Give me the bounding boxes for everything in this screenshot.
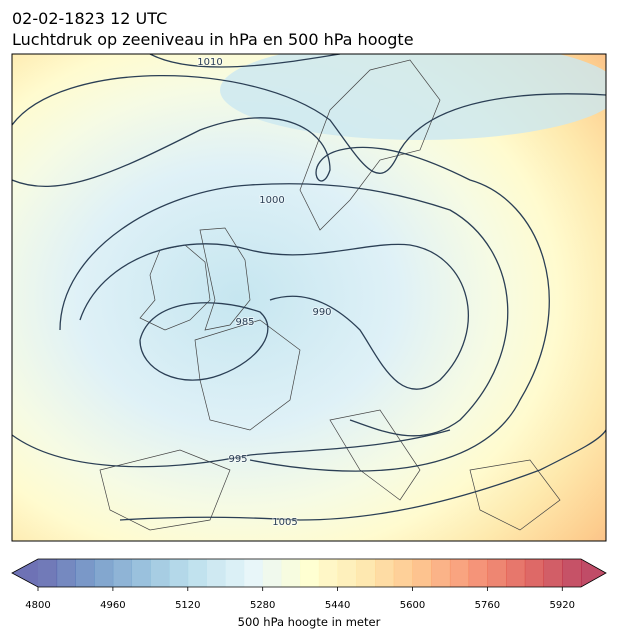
colorbar-segment [150, 559, 170, 587]
colorbar-segment [131, 559, 151, 587]
colorbar-segment [393, 559, 413, 587]
colorbar-tick-label: 5600 [400, 600, 425, 611]
isobar-label: 1005 [272, 517, 297, 528]
isobar-label: 990 [312, 307, 331, 318]
isobar-label: 1000 [259, 195, 284, 206]
isobars [12, 54, 606, 521]
colorbar-segment [375, 559, 395, 587]
isobar-label: 985 [235, 317, 254, 328]
colorbar-segment [487, 559, 507, 587]
colorbar-segment [449, 559, 470, 587]
colorbar-tick-label: 5760 [475, 600, 500, 611]
colorbar-tick-label: 5440 [325, 600, 350, 611]
colorbar-segment [56, 559, 76, 587]
colorbar-segment [543, 559, 563, 587]
coastline [99, 449, 231, 531]
colorbar-tick-label: 4960 [100, 600, 125, 611]
colorbar-segment [300, 559, 320, 587]
colorbar-outline [11, 558, 607, 588]
colorbar-segment [356, 559, 376, 587]
isobar-label: 995 [228, 454, 247, 465]
coastlines [99, 59, 561, 531]
coastline [469, 459, 561, 531]
colorbar-tick-label: 5120 [175, 600, 200, 611]
colorbar-segment [318, 559, 338, 587]
colorbar-tick-label: 5920 [550, 600, 575, 611]
isobar-label: 1010 [197, 57, 222, 68]
colorbar-segment [206, 559, 226, 587]
isobar [12, 429, 451, 468]
colorbar-extend-low [12, 559, 38, 587]
date-title: 02-02-1823 12 UTC [12, 9, 167, 28]
colorbar-segment [243, 559, 264, 587]
isobar [119, 429, 606, 521]
coastline [139, 244, 211, 331]
colorbar-tick-label: 5280 [250, 600, 275, 611]
colorbar-segment [412, 559, 432, 587]
colorbar-segment [94, 559, 114, 587]
coastline [299, 59, 441, 231]
coastline [329, 409, 421, 501]
colorbar: 4800 4960 5120 5280 5440 5600 5760 5920 [11, 558, 607, 611]
isobar [79, 243, 469, 390]
height-field [220, 54, 606, 140]
colorbar-label: 500 hPa hoogte in meter [238, 615, 381, 629]
coastline [194, 319, 301, 431]
colorbar-segment [225, 559, 245, 587]
colorbar-segment [431, 559, 451, 587]
colorbar-segment [562, 559, 582, 587]
colorbar-segment [169, 559, 189, 587]
coastline [199, 227, 251, 331]
colorbar-segment [38, 559, 58, 587]
colorbar-segment [506, 559, 526, 587]
isobar [12, 117, 550, 472]
colorbar-segment [337, 559, 357, 587]
map: 1010 1000 990 985 995 1005 [12, 54, 606, 541]
isobar [139, 302, 269, 381]
isobar [12, 74, 606, 174]
map-title: Luchtdruk op zeeniveau in hPa en 500 hPa… [12, 30, 414, 49]
isobar-labels: 1010 1000 990 985 995 1005 [196, 56, 332, 529]
colorbar-segment [524, 559, 544, 587]
isobar [59, 183, 509, 437]
colorbar-segment [112, 559, 133, 587]
colorbar-segment [281, 559, 301, 587]
colorbar-segment [468, 559, 488, 587]
colorbar-tick-label: 4800 [25, 600, 50, 611]
map-frame [11, 53, 607, 542]
isobar [149, 54, 341, 68]
colorbar-extend-high [581, 559, 606, 587]
colorbar-segment [75, 559, 95, 587]
colorbar-segment [187, 559, 207, 587]
colorbar-segment [262, 559, 282, 587]
